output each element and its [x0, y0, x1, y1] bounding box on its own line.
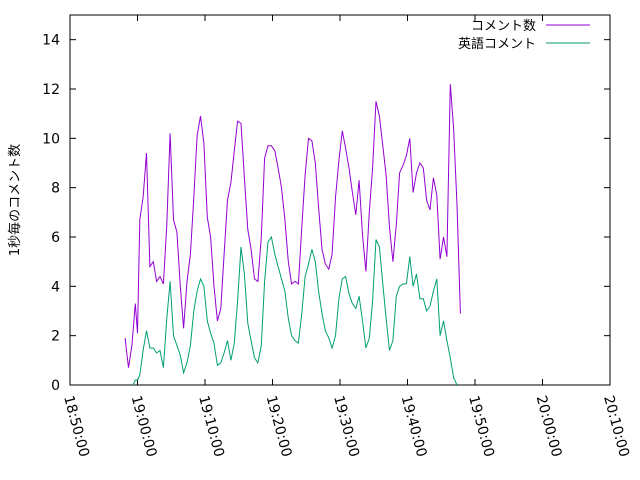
y-axis-label: 1秒毎のコメント数	[7, 144, 23, 256]
series-line-1	[132, 235, 458, 386]
legend-label-1: 英語コメント	[458, 36, 536, 52]
x-tick-label: 18:50:00	[60, 394, 92, 459]
x-tick-label: 19:50:00	[465, 394, 497, 459]
y-tick-label: 4	[51, 279, 60, 295]
plot-frame	[69, 14, 611, 386]
x-tick-label: 19:00:00	[128, 394, 160, 459]
series-line-0	[124, 84, 461, 368]
x-tick-label: 19:30:00	[330, 394, 362, 459]
x-tick-label: 19:40:00	[398, 394, 430, 459]
y-tick-label: 0	[51, 378, 60, 394]
x-tick-label: 20:00:00	[533, 394, 565, 459]
series-layer	[124, 84, 461, 386]
y-tick-label: 12	[42, 82, 60, 98]
y-tick-label: 6	[51, 230, 60, 246]
x-tick-label: 19:10:00	[195, 394, 227, 459]
y-tick-label: 10	[42, 131, 60, 147]
y-tick-label: 2	[51, 329, 60, 345]
y-axis-ticks: 0 2 4 6 8 10 12 14	[42, 33, 610, 394]
x-axis-ticks: 18:50:00 19:00:00 19:10:00 19:20:00 19:30:00…	[60, 15, 632, 459]
x-tick-label: 19:20:00	[263, 394, 295, 459]
x-tick-label: 20:10:00	[600, 394, 632, 459]
y-tick-label: 8	[51, 181, 60, 197]
legend-label-0: コメント数	[471, 19, 536, 34]
y-tick-label: 14	[42, 33, 60, 49]
